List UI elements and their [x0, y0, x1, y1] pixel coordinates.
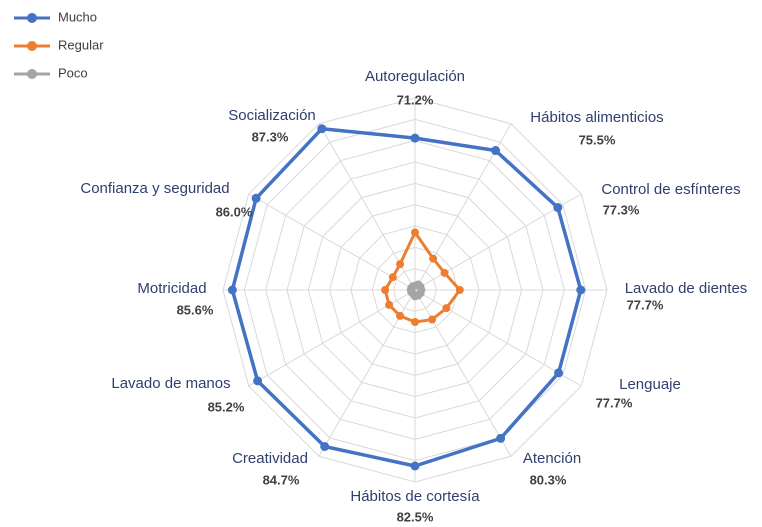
data-label: 71.2%: [397, 92, 434, 107]
category-label: Hábitos de cortesía: [350, 488, 480, 505]
category-label: Creatividad: [232, 450, 308, 467]
point: [440, 268, 449, 277]
spoke: [414, 289, 512, 457]
category-label: Autoregulación: [365, 68, 465, 85]
point: [491, 146, 501, 156]
data-label: 77.7%: [596, 395, 633, 410]
data-label: 75.5%: [579, 132, 616, 147]
point: [388, 273, 397, 282]
point: [429, 254, 438, 263]
category-label: Lenguaje: [619, 376, 681, 393]
category-label: Hábitos alimenticios: [530, 109, 663, 126]
data-label: 77.3%: [603, 202, 640, 217]
legend-label: Poco: [58, 65, 88, 80]
point: [411, 318, 419, 326]
point: [553, 203, 563, 213]
point: [408, 282, 417, 291]
point: [396, 260, 405, 269]
data-label: 84.7%: [263, 472, 300, 487]
data-label: 86.0%: [216, 204, 253, 219]
point: [455, 286, 464, 294]
point: [442, 304, 451, 313]
legend-marker: [27, 69, 37, 79]
category-label: Lavado de dientes: [625, 280, 748, 297]
point: [410, 133, 420, 143]
data-label: 85.6%: [177, 302, 214, 317]
point: [253, 376, 263, 386]
point: [381, 286, 390, 294]
data-label: 85.2%: [208, 399, 245, 414]
category-label: Motricidad: [137, 280, 206, 297]
point: [251, 193, 261, 203]
point: [428, 315, 437, 324]
spoke: [414, 289, 582, 387]
category-label: Control de esfínteres: [601, 181, 740, 198]
point: [576, 285, 586, 295]
data-label: 80.3%: [530, 472, 567, 487]
category-label: Confianza y seguridad: [80, 180, 229, 197]
point: [396, 311, 405, 320]
point: [317, 124, 327, 134]
point: [385, 300, 394, 309]
point: [554, 368, 564, 378]
data-label: 77.7%: [627, 297, 664, 312]
point: [227, 285, 237, 295]
category-label: Atención: [523, 450, 581, 467]
point: [496, 433, 506, 443]
spoke: [248, 193, 416, 291]
point: [410, 461, 420, 471]
data-label: 82.5%: [397, 509, 434, 524]
legend-label: Mucho: [58, 9, 97, 24]
data-label: 87.3%: [252, 129, 289, 144]
legend-marker: [27, 41, 37, 51]
legend-marker: [27, 13, 37, 23]
point: [320, 441, 330, 451]
legend-label: Regular: [58, 37, 104, 52]
point: [411, 228, 419, 237]
category-label: Socialización: [228, 107, 316, 124]
category-label: Lavado de manos: [111, 375, 230, 392]
